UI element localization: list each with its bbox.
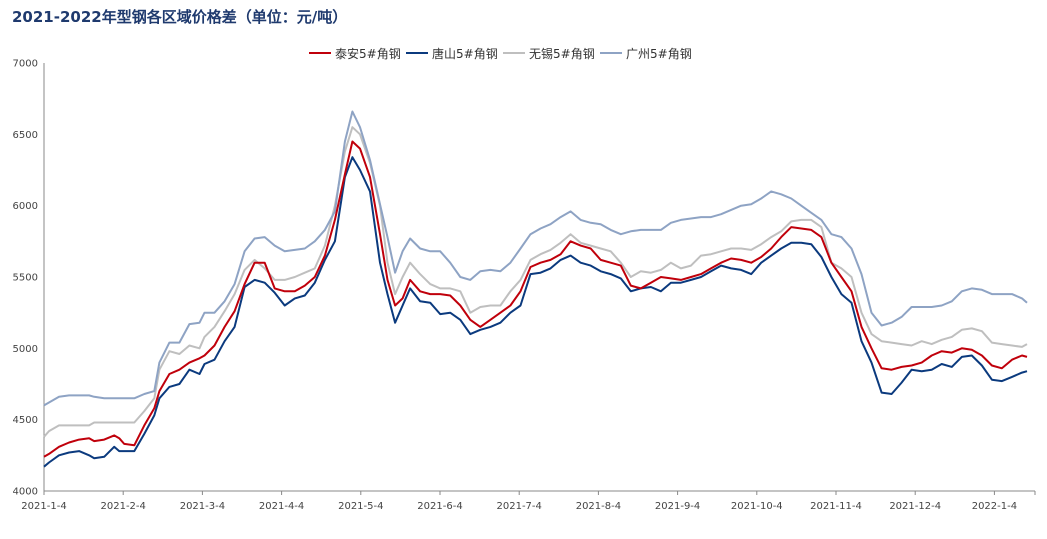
legend-swatch-tangshan [406, 52, 428, 54]
x-tick-label: 2021-5-4 [338, 501, 383, 512]
x-tick-label: 2021-6-4 [417, 501, 462, 512]
y-tick-label: 4500 [13, 415, 38, 426]
x-tick-label: 2021-8-4 [576, 501, 621, 512]
chart-axes: 4000 4500 5000 5500 6000 6500 7000 2021-1-4 2021… [13, 59, 1036, 512]
chart-series [43, 110, 1028, 468]
legend-swatch-taian [309, 52, 331, 54]
x-tick-label: 2021-7-4 [497, 501, 542, 512]
legend-swatch-guangzhou [600, 52, 622, 54]
legend-item-tangshan: 唐山5#角钢 [406, 44, 498, 62]
x-tick-label: 2021-1-4 [21, 501, 66, 512]
series-line-wuxi [43, 126, 1028, 438]
chart-title: 2021-2022年型钢各区域价格差（单位：元/吨） [12, 8, 348, 26]
y-tick-label: 6000 [13, 201, 38, 212]
legend-swatch-wuxi [503, 52, 525, 54]
legend-label-wuxi: 无锡5#角钢 [529, 46, 595, 61]
series-line-tangshan [43, 156, 1028, 468]
x-tick-label: 2021-11-4 [810, 501, 862, 512]
series-line-taian [43, 140, 1028, 458]
y-tick-label: 5000 [13, 344, 38, 355]
x-tick-label: 2021-9-4 [655, 501, 700, 512]
x-tick-label: 2021-10-4 [731, 501, 783, 512]
y-tick-label: 5500 [13, 273, 38, 284]
x-tick-label: 2022-1-4 [972, 501, 1017, 512]
x-tick-label: 2021-3-4 [180, 501, 225, 512]
chart-legend: 泰安5#角钢 唐山5#角钢 无锡5#角钢 广州5#角钢 [0, 44, 1047, 62]
x-tick-label: 2021-12-4 [889, 501, 941, 512]
x-tick-label: 2021-4-4 [259, 501, 304, 512]
y-tick-label: 4000 [13, 487, 38, 498]
legend-label-taian: 泰安5#角钢 [335, 46, 401, 61]
series-line-guangzhou [43, 110, 1028, 407]
y-tick-label: 6500 [13, 130, 38, 141]
legend-label-tangshan: 唐山5#角钢 [432, 46, 498, 61]
legend-item-taian: 泰安5#角钢 [309, 44, 401, 62]
legend-item-guangzhou: 广州5#角钢 [600, 44, 692, 62]
y-tick-label: 7000 [13, 59, 38, 70]
legend-item-wuxi: 无锡5#角钢 [503, 44, 595, 62]
x-tick-label: 2021-2-4 [101, 501, 146, 512]
legend-label-guangzhou: 广州5#角钢 [626, 46, 692, 61]
